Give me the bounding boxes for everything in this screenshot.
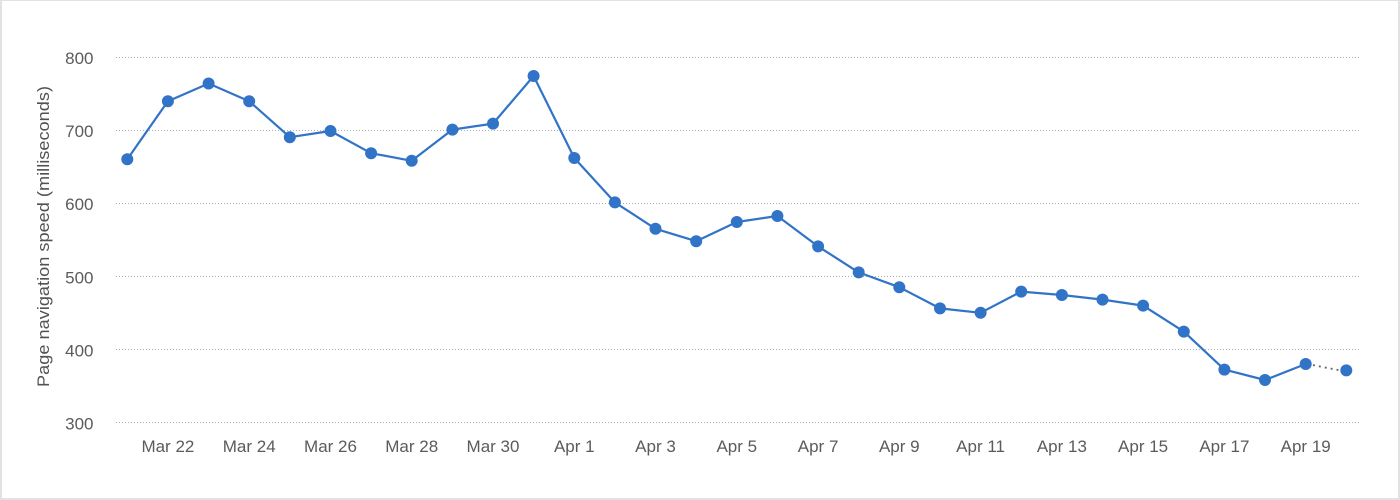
svg-text:Apr 13: Apr 13 <box>1037 437 1087 456</box>
svg-text:700: 700 <box>65 122 93 141</box>
svg-text:Apr 5: Apr 5 <box>716 437 757 456</box>
svg-text:Apr 19: Apr 19 <box>1281 437 1331 456</box>
svg-text:Apr 3: Apr 3 <box>635 437 676 456</box>
svg-text:Mar 24: Mar 24 <box>223 437 276 456</box>
svg-text:Apr 15: Apr 15 <box>1118 437 1168 456</box>
svg-text:Mar 30: Mar 30 <box>467 437 520 456</box>
svg-text:Apr 17: Apr 17 <box>1199 437 1249 456</box>
svg-text:Mar 22: Mar 22 <box>141 437 194 456</box>
svg-text:500: 500 <box>65 268 93 287</box>
svg-text:Mar 26: Mar 26 <box>304 437 357 456</box>
svg-text:300: 300 <box>65 414 93 433</box>
svg-text:Mar 28: Mar 28 <box>385 437 438 456</box>
svg-text:Apr 7: Apr 7 <box>798 437 839 456</box>
svg-text:Apr 1: Apr 1 <box>554 437 595 456</box>
svg-text:Page navigation speed (millise: Page navigation speed (milliseconds) <box>34 86 53 387</box>
svg-text:Apr 9: Apr 9 <box>879 437 920 456</box>
svg-text:600: 600 <box>65 195 93 214</box>
svg-text:400: 400 <box>65 341 93 360</box>
svg-text:Apr 11: Apr 11 <box>956 437 1005 456</box>
svg-text:800: 800 <box>65 49 93 68</box>
